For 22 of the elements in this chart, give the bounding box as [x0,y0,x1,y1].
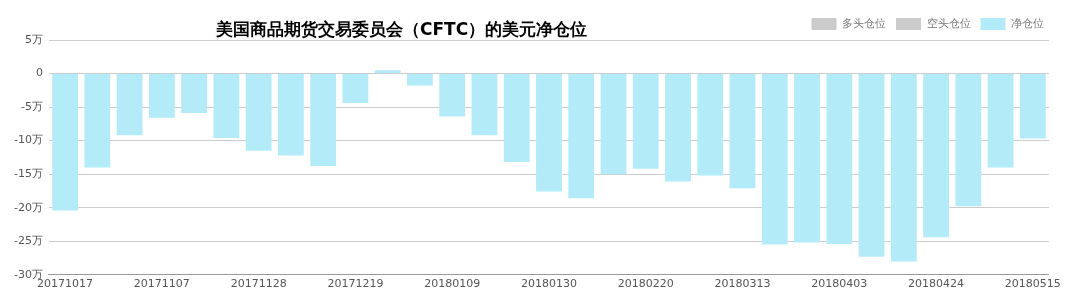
y-tick-label: -30万 [14,267,43,281]
legend-label: 净仓位 [1011,16,1044,30]
x-tick-label: 20180403 [811,277,868,291]
legend-label: 空头仓位 [926,16,971,30]
x-tick-label: 20180515 [1004,277,1061,291]
x-tick-label: 20180313 [714,277,771,291]
x-tick-label: 20180424 [908,277,965,291]
x-tick-label: 20171128 [230,277,287,291]
y-tick-label: -20万 [14,200,43,214]
x-tick-label: 20180109 [424,277,481,291]
x-tick-label: 20180130 [520,277,577,291]
y-tick-label: 5万 [24,32,43,46]
y-tick-label: -15万 [14,167,43,181]
x-tick-label: 20171107 [133,277,190,291]
chart-title: 美国商品期货交易委员会（CFTC）的美元净仓位 [216,18,588,41]
y-tick-label: -25万 [14,234,43,248]
x-tick-label: 20180220 [617,277,674,291]
y-tick-label: -5万 [21,99,43,113]
y-tick-label: -10万 [14,133,43,147]
legend-label: 多头仓位 [842,16,886,30]
y-tick-label: 0 [35,66,43,80]
x-tick-label: 20171219 [327,277,384,291]
